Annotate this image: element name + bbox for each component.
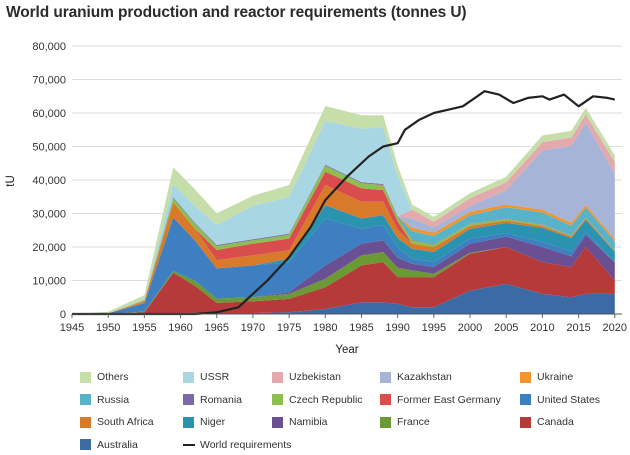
stacked-area-chart: 0 10,000 20,000 30,000 40,000 50,000 60,000 70,… <box>5 41 627 356</box>
y-tick-label: 50,000 <box>32 142 66 154</box>
legend-item-former-east-germany: Former East Germany <box>380 393 501 407</box>
legend-label: Namibia <box>289 416 328 428</box>
legend-swatch <box>380 371 391 383</box>
x-tick-label: 1950 <box>96 322 120 334</box>
y-tick-label: 60,000 <box>32 108 66 120</box>
legend-swatch <box>80 416 91 428</box>
legend-item-france: France <box>380 415 430 429</box>
legend-label: France <box>397 416 430 428</box>
legend-label: Russia <box>97 393 130 406</box>
legend-label: Ukraine <box>537 371 574 383</box>
x-axis-label: Year <box>335 344 358 356</box>
x-tick-label: 2000 <box>458 322 482 334</box>
x-tick-label: 1990 <box>385 322 409 334</box>
legend-label: Canada <box>537 416 574 428</box>
x-tick-label: 1945 <box>60 322 84 334</box>
legend-swatch <box>272 416 283 428</box>
legend-label: Former East Germany <box>397 393 501 406</box>
legend-item-romania: Romania <box>183 393 242 407</box>
series-areas <box>72 106 615 314</box>
legend-swatch <box>80 371 91 383</box>
area-ussr <box>72 114 615 314</box>
legend-item-russia: Russia <box>80 393 129 407</box>
x-tick-label: 1980 <box>313 322 337 334</box>
legend-item-niger: Niger <box>183 415 225 429</box>
legend-swatch <box>520 371 531 383</box>
area-south-africa <box>72 185 615 314</box>
legend-label: United States <box>537 393 601 406</box>
x-tick-label: 1975 <box>277 322 301 334</box>
legend-item-namibia: Namibia <box>272 415 328 429</box>
legend-swatch <box>272 394 283 405</box>
legend-swatch <box>183 416 194 428</box>
area-niger <box>72 205 615 314</box>
legend: Others USSR Uzbekistan Kazakhstan Ukraine Rus… <box>0 366 630 455</box>
x-tick-label: 1970 <box>241 322 265 334</box>
legend-item-kazakhstan: Kazakhstan <box>380 370 452 384</box>
legend-label: Kazakhstan <box>397 371 452 383</box>
legend-swatch <box>80 394 91 405</box>
legend-line-swatch <box>183 443 195 446</box>
x-tick-label: 1995 <box>422 322 446 334</box>
y-tick-label: 80,000 <box>32 41 66 53</box>
legend-swatch <box>520 394 531 405</box>
x-tick-label: 1985 <box>349 322 373 334</box>
legend-label: Others <box>97 371 129 383</box>
legend-item-others: Others <box>80 370 129 384</box>
requirements-line-group <box>72 90 616 316</box>
area-australia <box>72 283 615 314</box>
legend-item-south-africa: South Africa <box>80 415 154 429</box>
legend-swatch <box>183 394 194 405</box>
legend-item-uzbekistan: Uzbekistan <box>272 370 341 384</box>
x-tick-label: 1965 <box>204 322 228 334</box>
legend-swatch <box>520 416 531 428</box>
legend-swatch <box>380 416 391 428</box>
legend-item-canada: Canada <box>520 415 574 429</box>
legend-item-united-states: United States <box>520 393 600 407</box>
y-tick-label: 40,000 <box>32 175 66 187</box>
y-tick-label: 70,000 <box>32 75 66 87</box>
x-tick-label: 2010 <box>530 322 554 334</box>
legend-label: South Africa <box>97 416 154 428</box>
chart-title: World uranium production and reactor req… <box>6 4 467 21</box>
area-united-states <box>72 217 615 314</box>
x-tick-label: 2020 <box>603 322 627 334</box>
legend-swatch <box>272 371 283 383</box>
y-tick-label: 20,000 <box>32 242 66 254</box>
legend-item-ussr: USSR <box>183 370 229 384</box>
line-world-requirements <box>72 90 616 316</box>
legend-swatch <box>183 371 194 383</box>
legend-item-ukraine: Ukraine <box>520 370 573 384</box>
legend-item-world-requirements: World requirements <box>183 438 291 452</box>
x-tick-label: 1960 <box>168 322 192 334</box>
x-tick-label: 1955 <box>132 322 156 334</box>
legend-label: World requirements <box>200 438 292 451</box>
y-tick-label: 0 <box>60 309 66 321</box>
legend-label: Australia <box>97 438 138 451</box>
legend-swatch <box>380 394 391 405</box>
legend-item-australia: Australia <box>80 438 138 452</box>
legend-swatch <box>80 439 91 450</box>
area-canada <box>72 247 615 314</box>
y-tick-label: 30,000 <box>32 209 66 221</box>
legend-label: Romania <box>200 393 243 406</box>
y-axis-label: tU <box>5 175 17 187</box>
y-tick-label: 10,000 <box>32 276 66 288</box>
legend-label: Uzbekistan <box>289 371 341 383</box>
x-tick-label: 2005 <box>494 322 518 334</box>
legend-label: Niger <box>200 416 226 428</box>
legend-label: USSR <box>200 371 230 383</box>
axes: 0 10,000 20,000 30,000 40,000 50,000 60,000 70,… <box>32 41 627 334</box>
legend-label: Czech Republic <box>289 393 363 406</box>
legend-item-czech-republic: Czech Republic <box>272 393 363 407</box>
x-tick-label: 2015 <box>566 322 590 334</box>
